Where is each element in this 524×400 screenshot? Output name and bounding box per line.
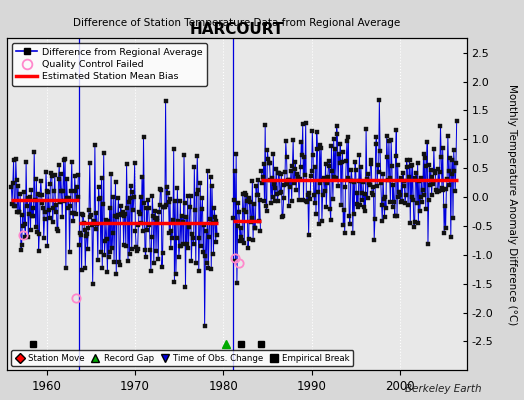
- Difference from Regional Average: [58, 188, 64, 193]
- Text: Difference of Station Temperature Data from Regional Average: Difference of Station Temperature Data f…: [73, 18, 400, 28]
- Difference from Regional Average: [66, 195, 72, 200]
- Difference from Regional Average: [61, 198, 68, 203]
- Text: Berkeley Earth: Berkeley Earth: [406, 384, 482, 394]
- Difference from Regional Average: [62, 157, 68, 162]
- Difference from Regional Average: [63, 266, 69, 270]
- Line: Difference from Regional Average: Difference from Regional Average: [10, 150, 80, 270]
- Difference from Regional Average: [8, 185, 15, 190]
- Difference from Regional Average: [63, 176, 70, 181]
- Difference from Regional Average: [31, 149, 37, 154]
- Y-axis label: Monthly Temperature Anomaly Difference (°C): Monthly Temperature Anomaly Difference (…: [507, 84, 517, 325]
- Legend: Station Move, Record Gap, Time of Obs. Change, Empirical Break: Station Move, Record Gap, Time of Obs. C…: [11, 350, 353, 366]
- Difference from Regional Average: [75, 172, 82, 177]
- Title: HARCOURT: HARCOURT: [190, 22, 284, 37]
- Difference from Regional Average: [49, 173, 55, 178]
